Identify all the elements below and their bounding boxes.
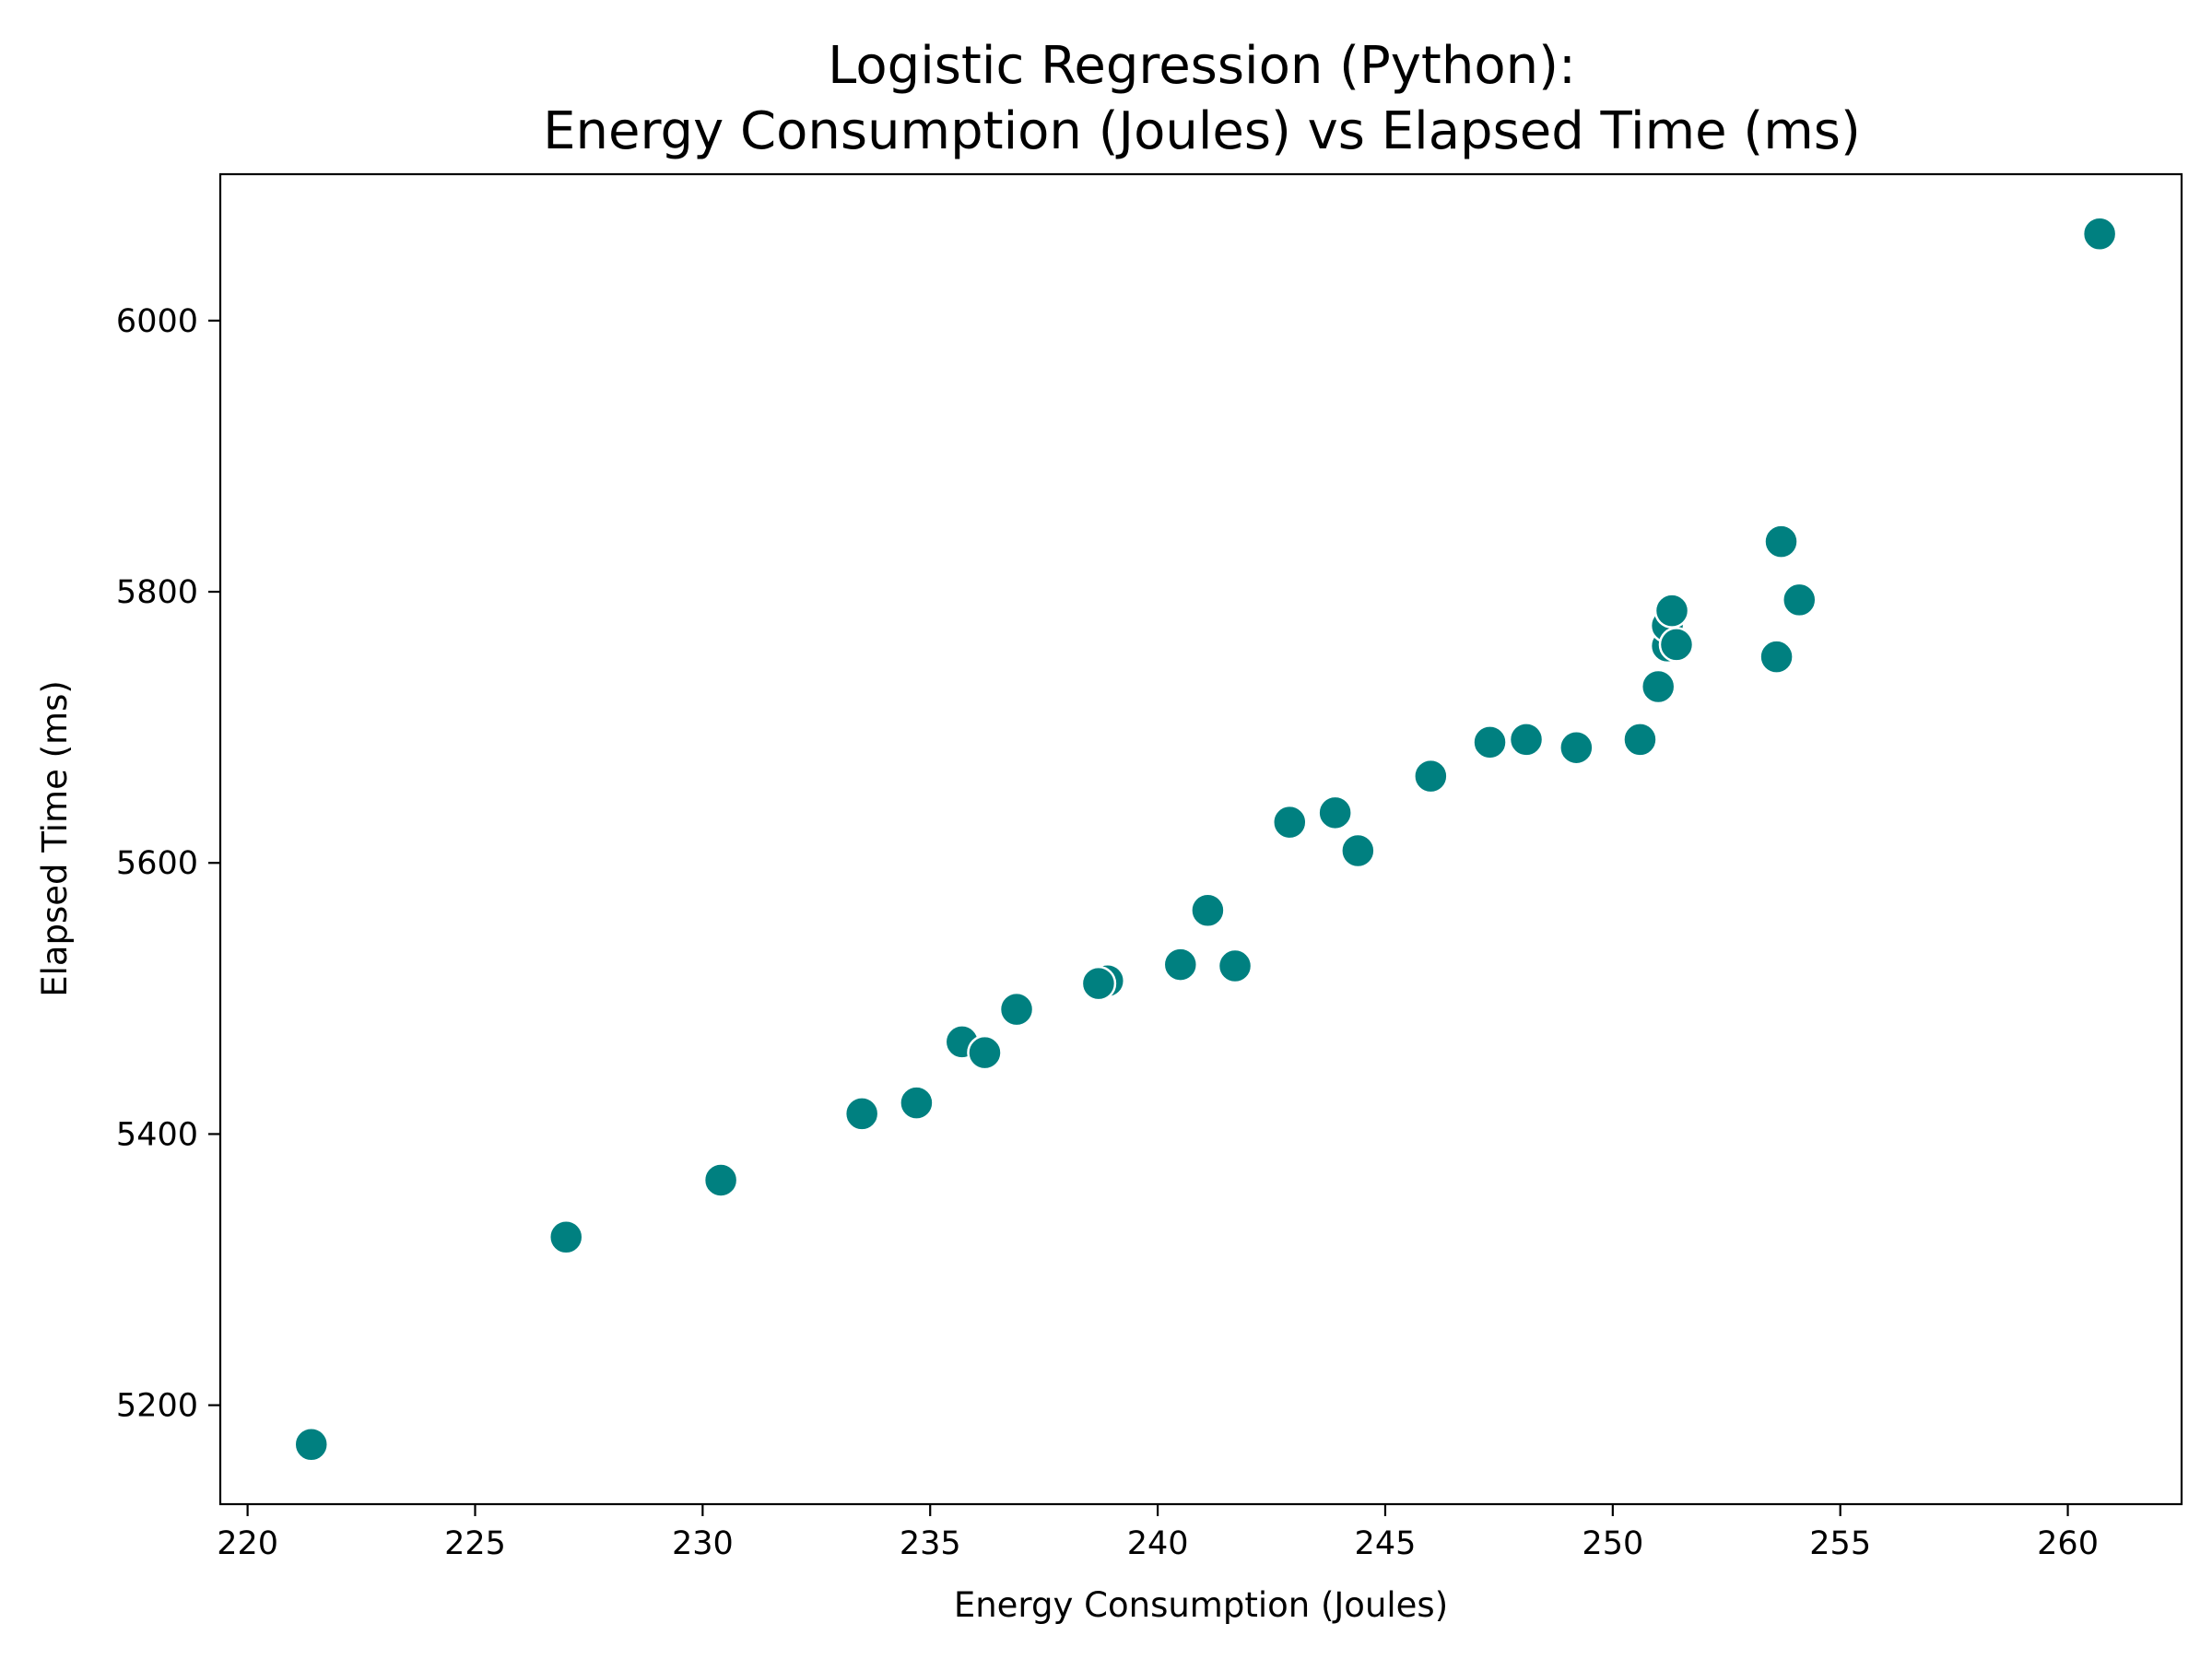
y-axis: 5200 5400 5600 5800 6000 xyxy=(116,303,220,1425)
data-point xyxy=(1413,758,1449,794)
x-tick-label: 225 xyxy=(444,1525,506,1562)
x-tick-label: 250 xyxy=(1582,1525,1643,1562)
x-tick-label: 240 xyxy=(1127,1525,1189,1562)
y-tick-label: 5800 xyxy=(116,574,198,611)
data-point xyxy=(1080,965,1117,1002)
x-axis-label: Energy Consumption (Joules) xyxy=(954,1585,1448,1625)
plot-area-frame xyxy=(218,172,2183,1506)
data-point xyxy=(1217,947,1253,984)
chart-title-line-1: Logistic Regression (Python): xyxy=(828,36,1576,96)
data-point xyxy=(1508,722,1545,758)
data-point xyxy=(1559,729,1594,766)
data-point xyxy=(1472,724,1508,760)
x-tick-label: 255 xyxy=(1809,1525,1871,1562)
y-axis-label: Elapsed Time (ms) xyxy=(35,680,75,997)
data-point xyxy=(967,1034,1003,1071)
data-point xyxy=(1653,593,1690,629)
data-point xyxy=(1317,794,1353,831)
data-point xyxy=(998,991,1035,1028)
data-point xyxy=(1763,524,1799,559)
data-point xyxy=(1759,639,1794,675)
data-point xyxy=(702,1162,739,1198)
y-tick-label: 5600 xyxy=(116,845,198,882)
data-point xyxy=(293,1427,329,1463)
data-point xyxy=(1190,892,1226,928)
x-tick-label: 245 xyxy=(1355,1525,1417,1562)
data-point xyxy=(1658,627,1695,663)
x-tick-label: 220 xyxy=(217,1525,278,1562)
data-points xyxy=(293,216,2118,1463)
data-point xyxy=(1272,804,1308,841)
data-point xyxy=(547,1218,584,1255)
data-point xyxy=(1162,947,1199,982)
x-tick-label: 260 xyxy=(2037,1525,2099,1562)
y-tick-label: 5400 xyxy=(116,1116,198,1153)
x-axis: 220 225 230 235 240 245 250 255 260 xyxy=(217,1504,2099,1562)
data-point xyxy=(899,1085,935,1121)
data-point xyxy=(2081,216,2118,252)
x-tick-label: 235 xyxy=(900,1525,961,1562)
data-point xyxy=(1782,582,1818,618)
data-point xyxy=(843,1096,880,1132)
data-point xyxy=(1622,722,1658,758)
x-tick-label: 230 xyxy=(672,1525,734,1562)
data-point xyxy=(1340,832,1376,869)
y-tick-label: 5200 xyxy=(116,1388,198,1425)
data-point xyxy=(1640,668,1677,705)
chart-title-line-2: Energy Consumption (Joules) vs Elapsed T… xyxy=(543,101,1861,161)
y-tick-label: 6000 xyxy=(116,303,198,340)
